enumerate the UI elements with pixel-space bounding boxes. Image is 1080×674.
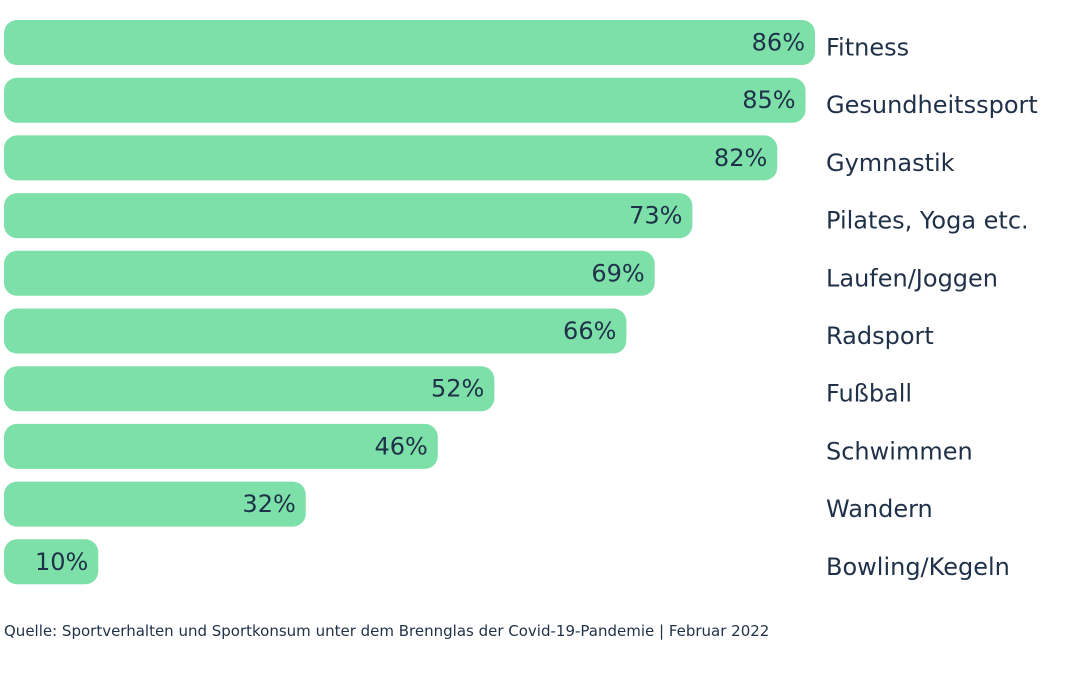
value-label-6: 52% (431, 375, 484, 403)
value-label-5: 66% (563, 317, 616, 345)
value-label-7: 46% (374, 432, 427, 460)
chart: 86% Fitness 85% Gesundheitssport 82% Gymnasti… (0, 0, 1080, 674)
value-label-9: 10% (35, 548, 88, 576)
category-label-5: Radsport (826, 322, 934, 350)
category-label-0: Fitness (826, 34, 909, 62)
bar-6 (4, 366, 494, 411)
value-label-0: 86% (752, 29, 805, 57)
category-label-7: Schwimmen (826, 437, 973, 465)
bar-7 (4, 424, 438, 469)
value-label-3: 73% (629, 202, 682, 230)
category-label-6: Fußball (826, 380, 912, 408)
bar-3 (4, 193, 692, 238)
value-label-2: 82% (714, 144, 767, 172)
category-label-9: Bowling/Kegeln (826, 553, 1010, 581)
category-label-2: Gymnastik (826, 149, 955, 177)
bar-0 (4, 20, 815, 65)
value-label-4: 69% (591, 259, 644, 287)
value-label-8: 32% (242, 490, 295, 518)
bar-chart: 86% Fitness 85% Gesundheitssport 82% Gymnasti… (0, 0, 1080, 610)
source-note: Quelle: Sportverhalten und Sportkonsum u… (4, 622, 769, 640)
bar-1 (4, 78, 806, 123)
category-label-1: Gesundheitssport (826, 91, 1038, 119)
category-label-4: Laufen/Joggen (826, 264, 998, 292)
category-label-3: Pilates, Yoga etc. (826, 207, 1029, 235)
bar-4 (4, 251, 655, 296)
bar-5 (4, 309, 626, 354)
value-label-1: 85% (742, 86, 795, 114)
category-label-8: Wandern (826, 495, 933, 523)
bar-2 (4, 135, 777, 180)
